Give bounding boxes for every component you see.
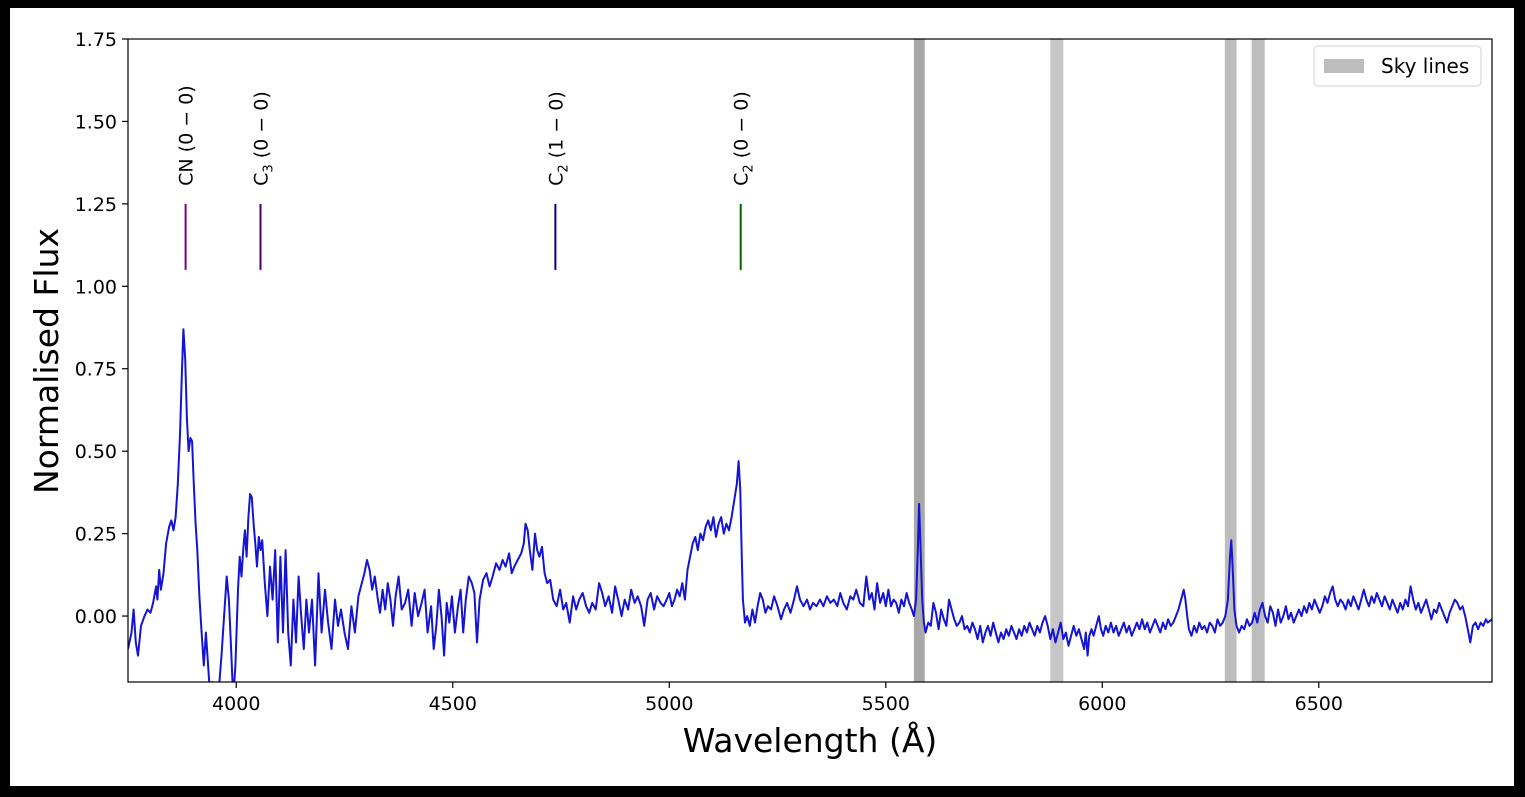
- annotation-label-2: C3 (0 − 0): [251, 91, 277, 186]
- x-tick-label: 5500: [862, 693, 910, 715]
- y-tick-label: 1.50: [75, 111, 117, 133]
- y-tick-label: 0.75: [75, 359, 117, 381]
- y-tick-label: 1.75: [75, 29, 117, 51]
- spectrum-line: [128, 328, 1492, 682]
- sky-line-band-3: [1224, 39, 1237, 682]
- annotation-label-3: C2 (1 − 0): [545, 91, 571, 186]
- spectrum-chart: CN (0 − 0) C3 (0 − 0) C2 (1 − 0) C2 (0 − 0)…: [27, 29, 1493, 760]
- y-axis-label: Normalised Flux: [27, 228, 66, 494]
- y-tick-label: 0.00: [75, 606, 117, 628]
- sky-line-band-1: [913, 39, 925, 682]
- annotation-label-1: CN (0 − 0): [176, 85, 198, 186]
- figure-frame: CN (0 − 0) C3 (0 − 0) C2 (1 − 0) C2 (0 − 0)…: [10, 8, 1514, 786]
- annotation-label-4: C2 (0 − 0): [731, 91, 757, 186]
- legend-box: [1313, 45, 1482, 87]
- y-tick-label: 0.25: [75, 524, 117, 546]
- x-tick-label: 5000: [645, 693, 693, 715]
- legend-label: Sky lines: [1381, 54, 1469, 78]
- y-tick-label: 0.50: [75, 441, 117, 463]
- x-tick-label: 4500: [429, 693, 477, 715]
- x-tick-label: 4000: [212, 693, 260, 715]
- legend-swatch: [1324, 59, 1364, 73]
- legend: Sky lines: [1313, 45, 1482, 87]
- sky-line-band-4: [1251, 39, 1265, 682]
- y-tick-label: 1.25: [75, 194, 117, 216]
- x-axis-label: Wavelength (Å): [683, 720, 938, 760]
- x-tick-label: 6500: [1295, 693, 1343, 715]
- sky-line-band-2: [1050, 39, 1064, 682]
- x-tick-label: 6000: [1078, 693, 1126, 715]
- plot-area: [127, 38, 1493, 683]
- y-tick-label: 1.00: [75, 276, 117, 298]
